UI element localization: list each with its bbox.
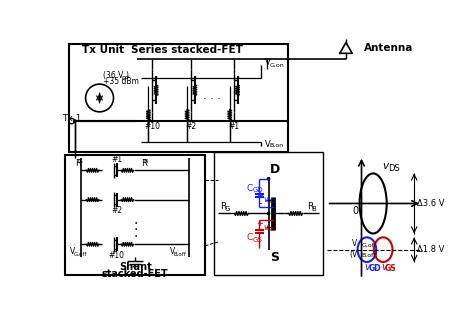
Text: R: R [307,202,313,211]
Text: Antenna: Antenna [364,43,413,53]
Text: S: S [270,251,279,264]
Text: v: v [365,262,370,272]
Text: V: V [170,247,175,257]
Text: (36 V: (36 V [103,71,124,80]
Text: V: V [264,140,270,149]
Text: GD: GD [252,187,263,193]
Text: V: V [70,247,75,257]
Text: ·: · [133,230,137,244]
Text: 0: 0 [352,206,358,216]
Text: B: B [311,206,316,212]
Text: #10: #10 [144,122,160,131]
Text: v: v [263,223,268,232]
Text: G,on: G,on [269,62,284,67]
Text: #1: #1 [111,155,122,164]
Text: stacked-FET: stacked-FET [102,269,169,278]
Text: pp: pp [121,75,129,80]
Text: G,off: G,off [74,252,87,257]
Text: D: D [270,163,280,176]
Text: GS: GS [267,227,276,232]
Text: R: R [141,159,146,168]
Text: C: C [247,233,253,242]
Circle shape [267,212,270,215]
Text: ·: · [133,223,137,237]
Text: ·: · [133,217,137,231]
Text: GS: GS [385,264,396,273]
Text: v: v [263,195,268,204]
Text: Δ3.6 V: Δ3.6 V [417,199,445,208]
Text: +: + [256,219,264,228]
Bar [214,152,323,275]
Text: Shunt: Shunt [119,262,152,272]
Text: B,off: B,off [174,252,187,257]
Text: R: R [75,159,81,168]
Text: (V: (V [349,250,357,259]
Text: R: R [220,202,227,211]
Text: #2: #2 [185,122,197,131]
Bar [65,155,205,275]
Text: B: B [144,159,148,164]
Text: GS: GS [252,237,262,243]
Text: v: v [383,161,389,171]
Text: -: - [258,198,262,209]
Text: +35 dBm: +35 dBm [103,76,139,86]
Text: · · ·: · · · [203,94,221,104]
Text: B,on: B,on [269,143,283,148]
Text: DS: DS [388,164,400,173]
Text: #1: #1 [228,122,239,131]
Text: +: + [256,191,264,199]
Text: Δ1.8 V: Δ1.8 V [417,245,445,254]
Circle shape [267,178,270,180]
Bar [69,44,288,152]
Text: v: v [381,262,387,272]
Text: G,off: G,off [362,243,376,247]
Text: Tx Unit: Tx Unit [82,45,125,55]
Text: V: V [264,58,270,67]
Text: GD: GD [267,199,277,204]
Text: G: G [224,206,230,212]
Circle shape [73,120,76,122]
Text: GD: GD [368,264,381,273]
Text: ): ) [125,71,128,80]
Text: Tx 1: Tx 1 [63,114,82,123]
Text: #2: #2 [111,206,122,215]
Text: B,off): B,off) [362,253,378,258]
Text: G: G [78,159,83,164]
Text: C: C [247,184,253,192]
Text: Series stacked-FET: Series stacked-FET [131,45,243,55]
Text: #10: #10 [109,251,125,259]
Text: -: - [258,227,262,237]
Text: V: V [352,239,357,248]
